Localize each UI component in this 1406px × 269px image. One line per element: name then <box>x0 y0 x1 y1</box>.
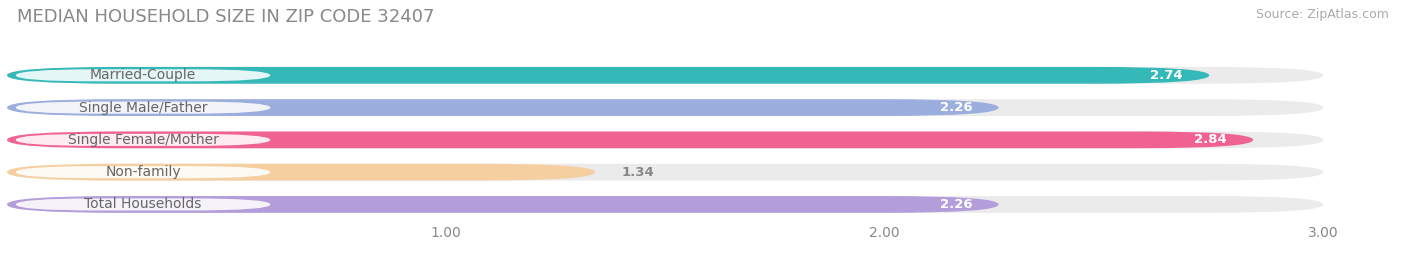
Text: 2.26: 2.26 <box>939 198 973 211</box>
Text: Total Households: Total Households <box>84 197 201 211</box>
Text: Non-family: Non-family <box>105 165 181 179</box>
Text: Source: ZipAtlas.com: Source: ZipAtlas.com <box>1256 8 1389 21</box>
FancyBboxPatch shape <box>7 99 1323 116</box>
FancyBboxPatch shape <box>7 132 1253 148</box>
FancyBboxPatch shape <box>15 199 270 210</box>
FancyBboxPatch shape <box>7 99 998 116</box>
Text: Single Male/Father: Single Male/Father <box>79 101 207 115</box>
FancyBboxPatch shape <box>15 102 270 114</box>
Text: 2.74: 2.74 <box>1150 69 1182 82</box>
FancyBboxPatch shape <box>15 134 270 146</box>
Text: Single Female/Mother: Single Female/Mother <box>67 133 218 147</box>
Text: 2.84: 2.84 <box>1194 133 1227 146</box>
Text: 2.26: 2.26 <box>939 101 973 114</box>
FancyBboxPatch shape <box>15 69 270 81</box>
FancyBboxPatch shape <box>7 67 1323 84</box>
FancyBboxPatch shape <box>7 67 1209 84</box>
FancyBboxPatch shape <box>15 166 270 178</box>
FancyBboxPatch shape <box>7 196 998 213</box>
FancyBboxPatch shape <box>7 164 1323 180</box>
FancyBboxPatch shape <box>7 164 595 180</box>
Text: Married-Couple: Married-Couple <box>90 68 197 82</box>
FancyBboxPatch shape <box>7 196 1323 213</box>
Text: 1.34: 1.34 <box>621 166 654 179</box>
FancyBboxPatch shape <box>7 132 1323 148</box>
Text: MEDIAN HOUSEHOLD SIZE IN ZIP CODE 32407: MEDIAN HOUSEHOLD SIZE IN ZIP CODE 32407 <box>17 8 434 26</box>
